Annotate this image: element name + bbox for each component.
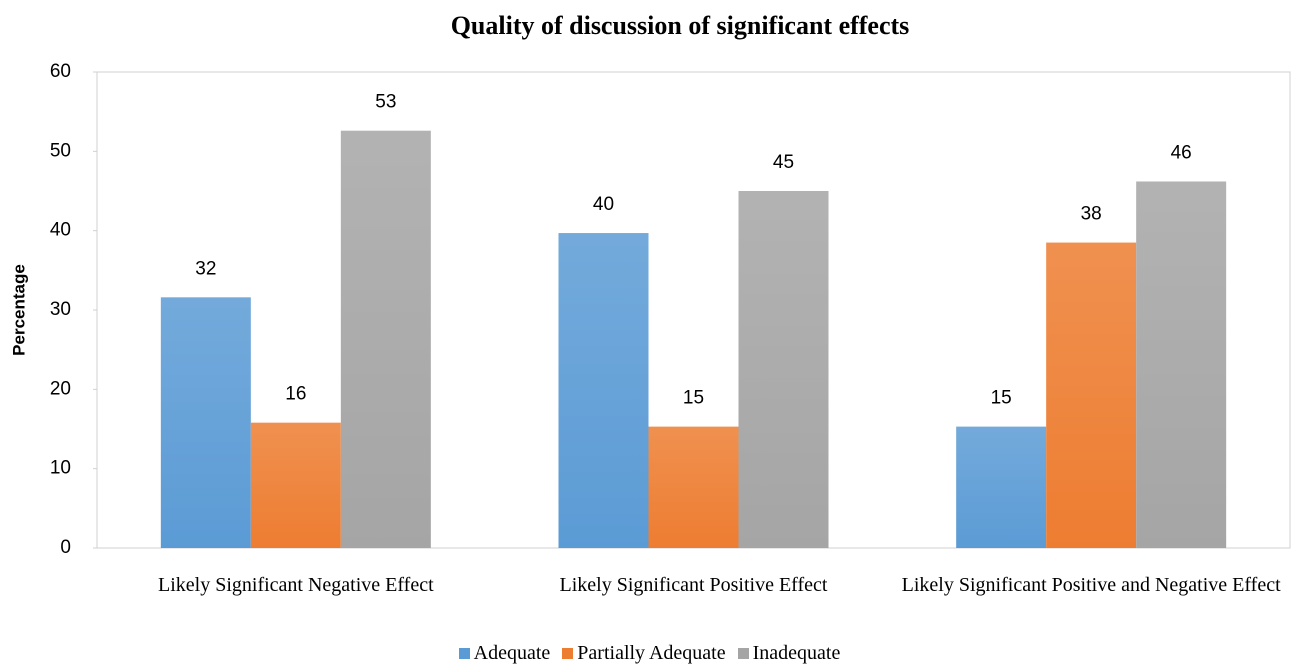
y-tick-label: 60 [50, 61, 71, 82]
bar [1136, 181, 1227, 549]
y-tick-label: 30 [50, 299, 71, 320]
data-label: 15 [991, 388, 1012, 409]
data-label: 53 [375, 92, 396, 113]
legend-item: Inadequate [737, 642, 841, 665]
data-label: 45 [773, 152, 794, 173]
legend-label: Partially Adequate [577, 642, 726, 664]
data-label: 15 [683, 388, 704, 409]
y-tick-label: 10 [50, 458, 71, 479]
y-tick-label: 50 [50, 140, 71, 161]
data-label: 40 [593, 194, 614, 215]
legend-item: Partially Adequate [562, 642, 726, 665]
bar [340, 130, 431, 548]
bar [160, 297, 251, 548]
x-tick-label: Likely Significant Positive Effect [559, 574, 828, 596]
bar [738, 191, 829, 548]
legend-swatch [458, 648, 470, 659]
bar [250, 422, 341, 548]
bar [648, 426, 739, 548]
legend-label: Inadequate [752, 642, 841, 664]
y-tick-label: 0 [60, 537, 71, 558]
data-label: 38 [1081, 204, 1102, 225]
y-tick-label: 40 [50, 220, 71, 241]
x-tick-label: Likely Significant Negative Effect [158, 574, 434, 596]
data-label: 46 [1171, 142, 1192, 163]
y-axis-label: Percentage [9, 264, 28, 356]
bar [1046, 242, 1137, 549]
bar [956, 426, 1047, 548]
legend-item: Adequate [458, 642, 551, 665]
legend-label: Adequate [473, 642, 551, 664]
data-label: 16 [285, 384, 306, 405]
y-tick-label: 20 [50, 378, 71, 399]
bar [558, 233, 649, 548]
legend-swatch [562, 648, 574, 659]
legend: Adequate Partially Adequate Inadequate [0, 642, 1299, 665]
data-label: 32 [195, 258, 216, 279]
legend-swatch [737, 648, 749, 659]
x-tick-label: Likely Significant Positive and Negative… [901, 574, 1281, 596]
chart-title: Quality of discussion of significant eff… [451, 11, 910, 40]
